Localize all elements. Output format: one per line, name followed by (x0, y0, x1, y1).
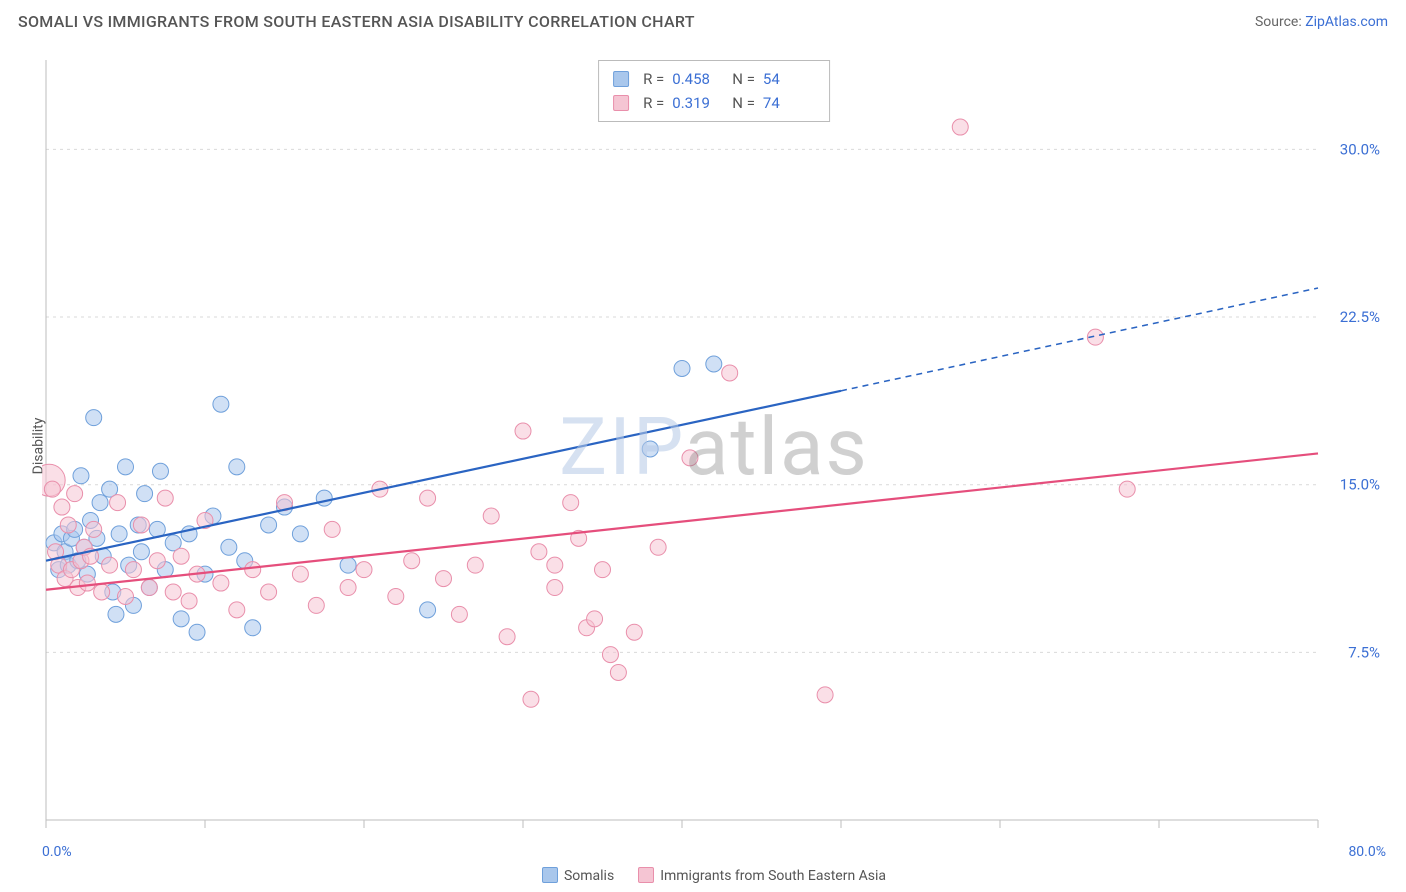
stats-legend-row: R =0.458 N =54 (613, 67, 815, 91)
legend-item: Immigrants from South Eastern Asia (638, 867, 886, 884)
x-max-label: 80.0% (1348, 844, 1386, 860)
legend-item: Somalis (542, 867, 614, 884)
chart-title: SOMALI VS IMMIGRANTS FROM SOUTH EASTERN … (18, 12, 695, 31)
plot-area: 7.5%15.0%22.5%30.0% ZIPatlas R =0.458 N … (42, 56, 1386, 838)
source-link[interactable]: ZipAtlas.com (1305, 14, 1388, 30)
svg-text:7.5%: 7.5% (1348, 643, 1380, 661)
x-axis-labels: 0.0% 80.0% (42, 844, 1386, 860)
series-legend: Somalis Immigrants from South Eastern Asi… (42, 867, 1386, 884)
svg-text:15.0%: 15.0% (1340, 476, 1380, 494)
stats-legend: R =0.458 N =54 R =0.319 N =74 (598, 60, 830, 122)
svg-text:22.5%: 22.5% (1340, 308, 1380, 326)
scatter-chart: 7.5% 15.0% 22.5% 30.0% (42, 56, 1386, 838)
x-min-label: 0.0% (42, 844, 72, 860)
source-label: Source: ZipAtlas.com (1255, 14, 1388, 30)
svg-text:30.0%: 30.0% (1340, 140, 1380, 158)
stats-legend-row: R =0.319 N =74 (613, 91, 815, 115)
